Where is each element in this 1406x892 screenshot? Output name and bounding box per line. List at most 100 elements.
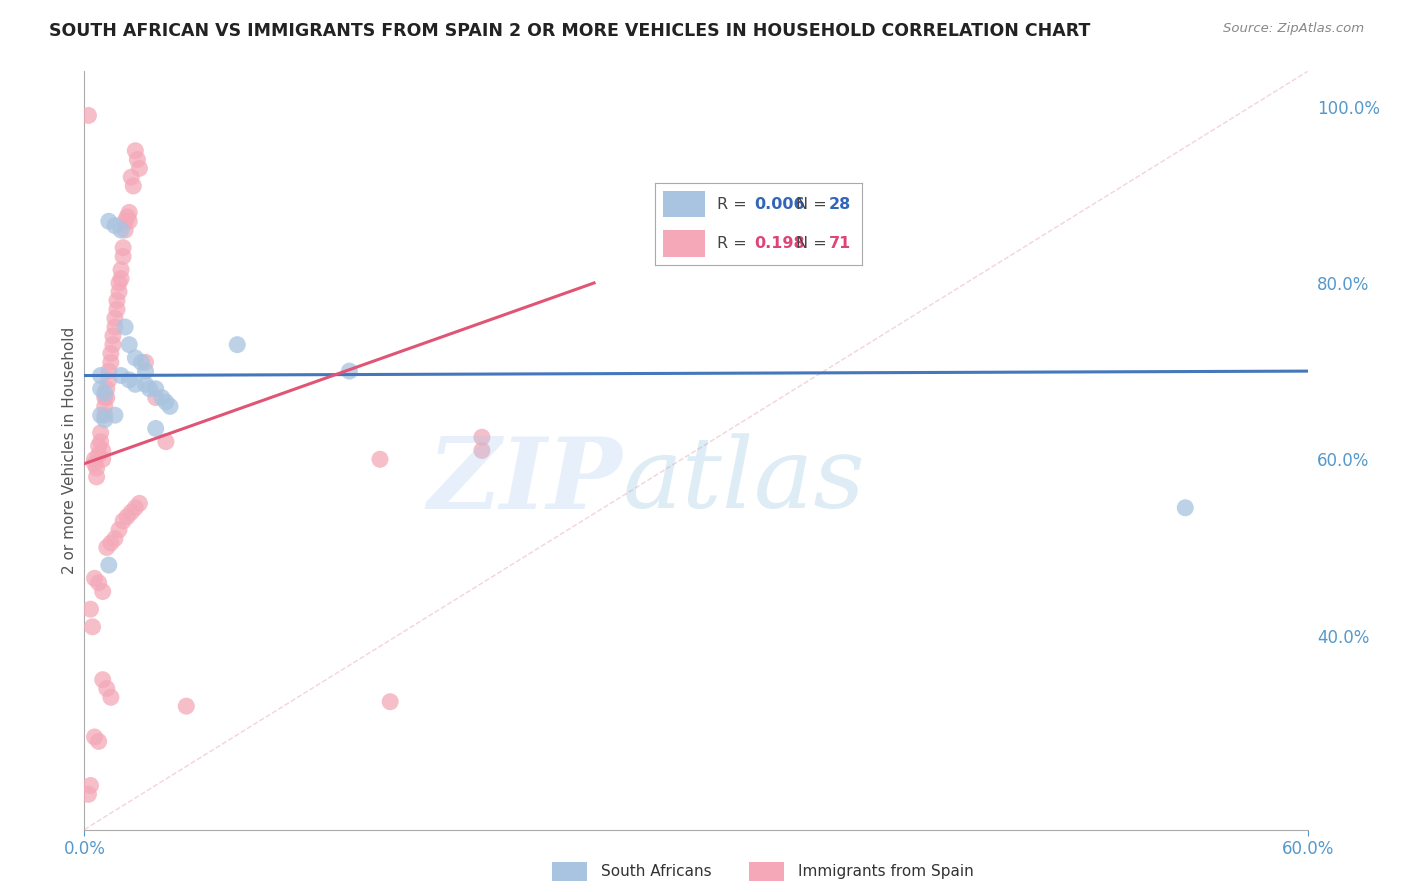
- Point: [114, 214, 136, 228]
- Text: Immigrants from Spain: Immigrants from Spain: [799, 864, 973, 879]
- Point: [110, 271, 132, 285]
- Point: [118, 214, 141, 228]
- Text: 71: 71: [830, 236, 852, 251]
- Point: [112, 514, 135, 528]
- Point: [124, 500, 146, 515]
- Point: [131, 355, 153, 369]
- Text: SOUTH AFRICAN VS IMMIGRANTS FROM SPAIN 2 OR MORE VEHICLES IN HOUSEHOLD CORRELATI: SOUTH AFRICAN VS IMMIGRANTS FROM SPAIN 2…: [49, 22, 1091, 40]
- Point: [104, 532, 127, 546]
- Point: [105, 293, 128, 308]
- Point: [124, 377, 146, 392]
- Point: [368, 452, 391, 467]
- Point: [90, 425, 112, 440]
- Point: [127, 153, 149, 167]
- Text: 0.198: 0.198: [755, 236, 806, 251]
- Point: [96, 391, 118, 405]
- Point: [145, 391, 167, 405]
- Point: [90, 368, 112, 383]
- Point: [112, 250, 135, 264]
- Point: [104, 320, 127, 334]
- Point: [118, 205, 141, 219]
- Point: [97, 373, 120, 387]
- Point: [128, 161, 150, 176]
- Point: [1174, 500, 1197, 515]
- Point: [96, 681, 118, 696]
- Point: [118, 337, 141, 351]
- Point: [100, 536, 122, 550]
- Point: [471, 443, 494, 458]
- Point: [91, 584, 114, 599]
- Point: [108, 276, 131, 290]
- Point: [96, 541, 118, 555]
- Point: [110, 223, 132, 237]
- Point: [114, 223, 136, 237]
- Point: [77, 787, 100, 801]
- Point: [87, 575, 110, 590]
- Point: [91, 452, 114, 467]
- Point: [135, 355, 157, 369]
- Point: [112, 241, 135, 255]
- Point: [380, 695, 402, 709]
- Point: [339, 364, 361, 378]
- Text: R =: R =: [717, 236, 752, 251]
- Point: [155, 395, 177, 409]
- Text: South Africans: South Africans: [602, 864, 711, 879]
- Point: [93, 391, 115, 405]
- Point: [145, 421, 167, 435]
- Text: R =: R =: [717, 196, 752, 211]
- Point: [79, 602, 101, 616]
- Point: [97, 364, 120, 378]
- Text: Source: ZipAtlas.com: Source: ZipAtlas.com: [1223, 22, 1364, 36]
- Point: [135, 364, 157, 378]
- Bar: [664, 230, 704, 257]
- Point: [90, 408, 112, 422]
- Point: [145, 382, 167, 396]
- Point: [104, 311, 127, 326]
- Point: [79, 779, 101, 793]
- Point: [100, 355, 122, 369]
- Point: [108, 285, 131, 299]
- Point: [110, 368, 132, 383]
- Point: [124, 144, 146, 158]
- Text: N =: N =: [796, 236, 832, 251]
- Point: [86, 470, 108, 484]
- Point: [90, 434, 112, 449]
- Point: [83, 452, 105, 467]
- Point: [174, 699, 197, 714]
- Point: [100, 690, 122, 705]
- Point: [93, 408, 115, 422]
- Point: [124, 351, 146, 365]
- Text: 0.006: 0.006: [755, 196, 806, 211]
- Point: [122, 178, 145, 193]
- Text: ZIP: ZIP: [427, 433, 623, 529]
- Point: [83, 571, 105, 585]
- Point: [118, 373, 141, 387]
- Point: [138, 382, 160, 396]
- Point: [100, 346, 122, 360]
- Point: [93, 400, 115, 414]
- Point: [83, 730, 105, 744]
- Point: [105, 302, 128, 317]
- Text: atlas: atlas: [623, 434, 865, 528]
- Point: [110, 262, 132, 277]
- Point: [104, 219, 127, 233]
- Point: [83, 457, 105, 471]
- Point: [96, 382, 118, 396]
- Point: [86, 461, 108, 475]
- Point: [97, 214, 120, 228]
- Point: [87, 439, 110, 453]
- Point: [90, 382, 112, 396]
- Point: [159, 400, 181, 414]
- Bar: [664, 191, 704, 218]
- Point: [93, 386, 115, 401]
- Point: [226, 337, 249, 351]
- Point: [114, 320, 136, 334]
- Point: [120, 170, 142, 185]
- Point: [91, 443, 114, 458]
- Point: [471, 430, 494, 444]
- Point: [97, 558, 120, 572]
- Point: [155, 434, 177, 449]
- Y-axis label: 2 or more Vehicles in Household: 2 or more Vehicles in Household: [62, 326, 77, 574]
- Point: [101, 329, 124, 343]
- Point: [93, 412, 115, 426]
